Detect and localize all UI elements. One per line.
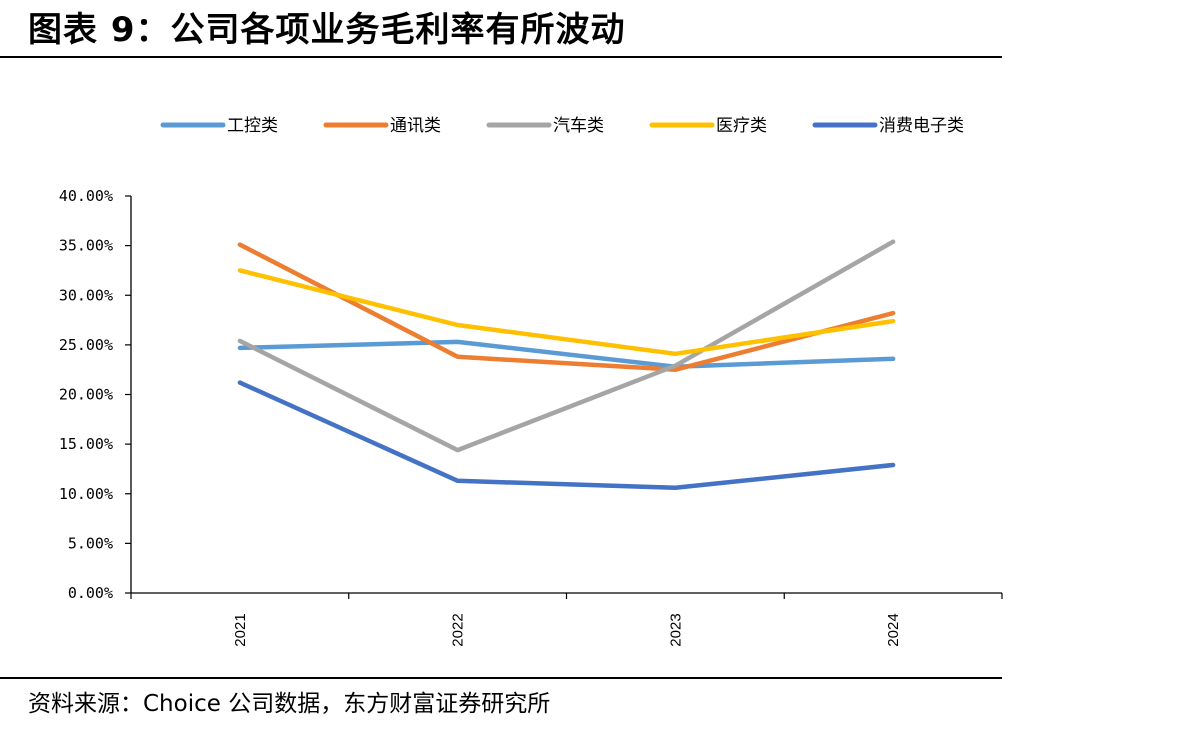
title-divider xyxy=(0,56,1002,58)
chart-series xyxy=(237,239,896,491)
y-tick-label: 5.00% xyxy=(68,534,113,552)
page-title: 图表 9：公司各项业务毛利率有所波动 xyxy=(28,10,626,50)
chart-legend: 工控类 通讯类 汽车类 医疗类 消费电子类 xyxy=(160,116,964,136)
y-tick-label: 10.00% xyxy=(59,485,113,503)
series-line xyxy=(237,339,896,369)
legend-label: 医疗类 xyxy=(716,116,767,136)
chart-axes: 0.00% 5.00% 10.00% 15.00% 20.00% 25.00% 30.00%… xyxy=(59,187,1003,647)
y-tick-label: 20.00% xyxy=(59,386,113,404)
x-tick-label: 2024 xyxy=(885,613,902,646)
legend-label: 工控类 xyxy=(227,116,278,136)
source-divider xyxy=(0,677,1002,679)
series-line xyxy=(237,242,896,372)
legend-label: 汽车类 xyxy=(553,116,604,136)
y-tick-label: 0.00% xyxy=(68,584,113,602)
y-tick-label: 35.00% xyxy=(59,237,113,255)
y-tick-label: 25.00% xyxy=(59,336,113,354)
legend-label: 通讯类 xyxy=(390,116,441,136)
x-tick-label: 2023 xyxy=(667,613,684,646)
source-note: 资料来源：Choice 公司数据，东方财富证券研究所 xyxy=(28,691,551,717)
legend-label: 消费电子类 xyxy=(879,116,964,136)
series-line xyxy=(237,380,896,491)
x-tick-label: 2021 xyxy=(232,613,249,646)
y-tick-label: 40.00% xyxy=(59,187,113,205)
y-tick-label: 15.00% xyxy=(59,435,113,453)
x-tick-label: 2022 xyxy=(450,613,467,646)
y-tick-label: 30.00% xyxy=(59,286,113,304)
series-line xyxy=(237,268,896,357)
series-line xyxy=(237,239,896,453)
